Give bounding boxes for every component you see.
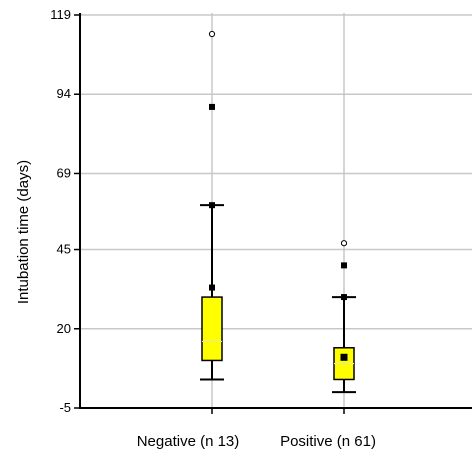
y-tick-label: -5	[59, 400, 71, 415]
percentile-marker	[209, 202, 215, 209]
axis-labels: -5 20 45 69 94 119 Negative (n 13) Positive (n …	[50, 7, 376, 450]
outlier-point	[340, 240, 348, 247]
y-tick-label: 45	[57, 242, 71, 257]
outlier-point	[208, 30, 216, 38]
x-category-label: Negative (n 13)	[137, 433, 240, 450]
percentile-marker	[209, 103, 215, 110]
y-tick-label: 94	[57, 86, 71, 101]
box-group	[200, 30, 224, 381]
x-category-label: Positive (n 61)	[280, 433, 376, 450]
y-tick-label: 20	[57, 321, 71, 336]
percentile-marker	[341, 262, 347, 269]
grid-lines	[80, 13, 472, 408]
y-tick-label: 119	[50, 7, 71, 22]
axes	[74, 13, 472, 414]
box-group	[332, 240, 356, 394]
box-plot-groups	[200, 30, 356, 394]
percentile-marker	[209, 284, 215, 291]
y-tick-label: 69	[57, 165, 71, 180]
y-axis-title: Intubation time (days)	[15, 160, 32, 304]
iqr-box	[201, 296, 223, 362]
percentile-marker	[341, 294, 347, 301]
mean-marker	[340, 353, 348, 361]
